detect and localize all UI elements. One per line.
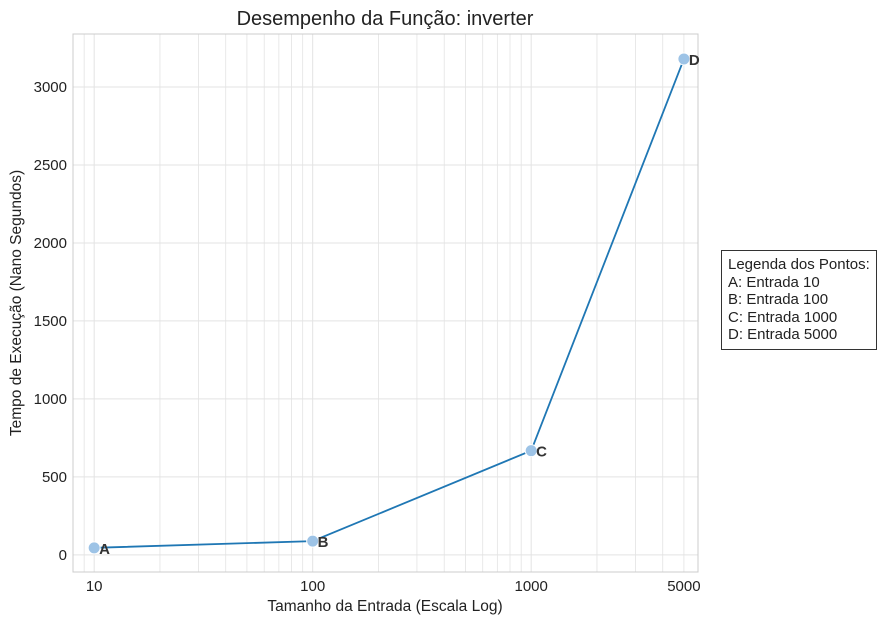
series-plot: A B C D bbox=[87, 52, 700, 558]
data-point-marker bbox=[524, 444, 538, 458]
point-legend: Legenda dos Pontos: A: Entrada 10 B: Ent… bbox=[721, 250, 877, 350]
y-tick-labels: 0 500 1000 1500 2000 2500 3000 bbox=[34, 79, 67, 564]
series-line bbox=[94, 58, 685, 549]
legend-entry-c: C: Entrada 1000 bbox=[728, 308, 838, 326]
y-tick-label: 1500 bbox=[34, 313, 67, 330]
data-point-label: C bbox=[536, 444, 547, 461]
legend-entry-d: D: Entrada 5000 bbox=[728, 326, 838, 343]
legend-entry-a: A: Entrada 10 bbox=[728, 273, 820, 291]
x-tick-label: 100 bbox=[300, 578, 325, 595]
grid-lines bbox=[73, 34, 698, 572]
data-point-label: A bbox=[99, 541, 110, 558]
y-tick-label: 3000 bbox=[34, 79, 67, 96]
y-tick-label: 2000 bbox=[34, 235, 67, 252]
data-point-marker bbox=[87, 541, 101, 555]
legend-title: Legenda dos Pontos: bbox=[728, 256, 870, 273]
y-axis-label: Tempo de Execução (Nano Segundos) bbox=[8, 170, 25, 436]
x-tick-label: 1000 bbox=[514, 578, 547, 595]
x-axis-label: Tamanho da Entrada (Escala Log) bbox=[267, 598, 502, 615]
data-point-marker bbox=[677, 52, 691, 66]
x-tick-labels: 10 100 1000 5000 bbox=[86, 578, 701, 595]
x-tick-label: 5000 bbox=[667, 578, 700, 595]
x-tick-label: 10 bbox=[86, 578, 103, 595]
y-tick-label: 500 bbox=[42, 469, 67, 486]
chart-title: Desempenho da Função: inverter bbox=[237, 8, 534, 30]
y-tick-label: 0 bbox=[59, 547, 67, 564]
y-tick-label: 1000 bbox=[34, 391, 67, 408]
data-point-marker bbox=[306, 534, 320, 548]
y-tick-label: 2500 bbox=[34, 157, 67, 174]
data-point-label: D bbox=[689, 52, 700, 69]
plot-area-frame bbox=[72, 33, 699, 573]
legend-entry-b: B: Entrada 100 bbox=[728, 291, 829, 308]
data-point-label: B bbox=[318, 534, 329, 551]
